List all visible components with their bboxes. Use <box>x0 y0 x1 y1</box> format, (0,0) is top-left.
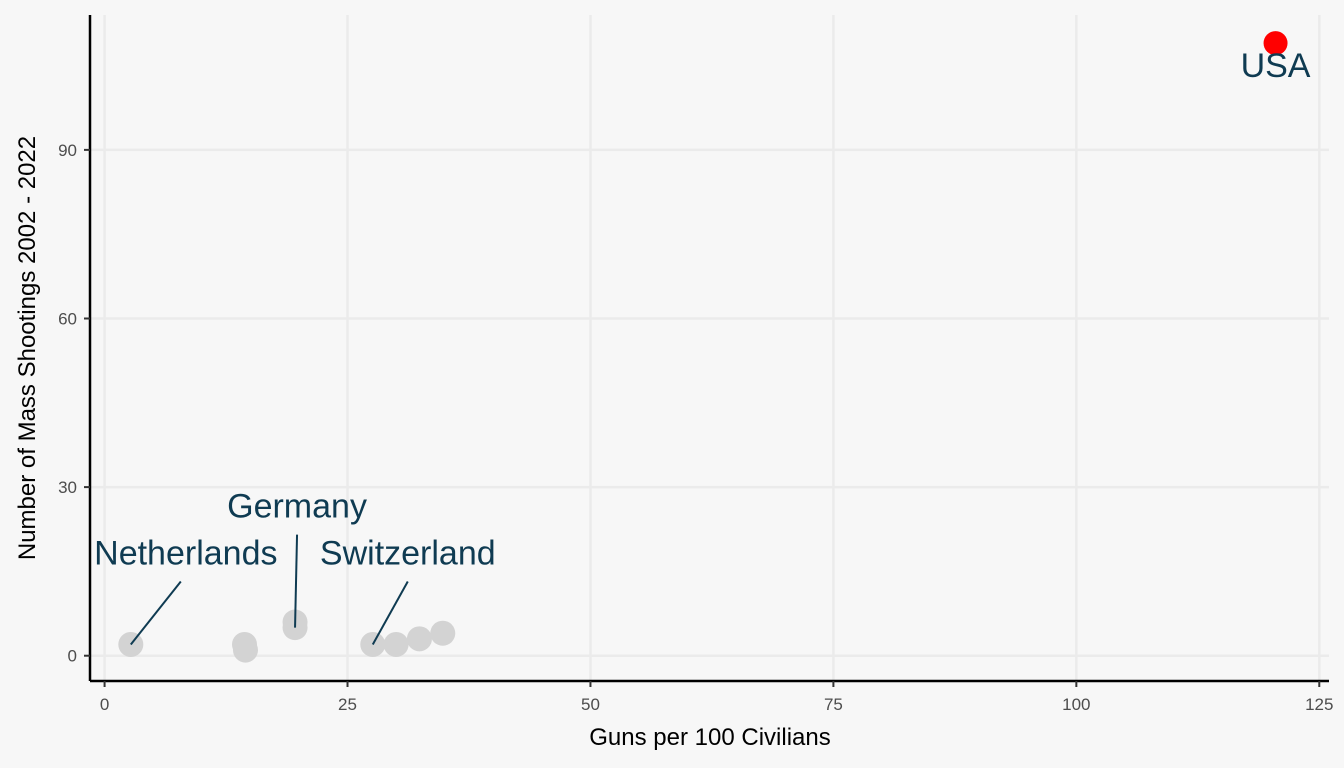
grid-lines <box>90 15 1329 681</box>
country-label: USA <box>1241 47 1311 85</box>
y-axis-title: Number of Mass Shootings 2002 - 2022 <box>14 136 41 560</box>
x-tick-label: 50 <box>581 695 600 714</box>
x-tick-label: 0 <box>100 695 109 714</box>
data-point <box>383 631 409 657</box>
x-tick-label: 100 <box>1062 695 1090 714</box>
leader-line <box>371 580 409 645</box>
leader-line <box>130 580 182 646</box>
country-label: Switzerland <box>320 534 496 572</box>
label-leader-lines <box>130 534 409 646</box>
ticks: 0 25 50 75 100 125 0 30 60 90 <box>58 141 1333 714</box>
country-label: Netherlands <box>94 534 277 572</box>
data-point <box>232 637 258 663</box>
country-label: Germany <box>227 488 367 526</box>
data-point <box>430 620 456 646</box>
x-tick-label: 25 <box>338 695 357 714</box>
axes <box>88 15 1329 683</box>
y-tick-label: 90 <box>58 141 77 160</box>
y-tick-label: 60 <box>58 309 77 328</box>
highlight-point <box>1263 31 1288 56</box>
y-tick-label: 30 <box>58 478 77 497</box>
x-tick-label: 125 <box>1305 695 1333 714</box>
x-tick-label: 75 <box>824 695 843 714</box>
leader-line <box>294 534 299 628</box>
data-points <box>118 31 1288 663</box>
x-axis-title: Guns per 100 Civilians <box>589 724 830 751</box>
y-tick-label: 0 <box>68 647 77 666</box>
data-point <box>406 626 432 652</box>
country-labels: Netherlands Germany Switzerland USA <box>94 47 1311 572</box>
